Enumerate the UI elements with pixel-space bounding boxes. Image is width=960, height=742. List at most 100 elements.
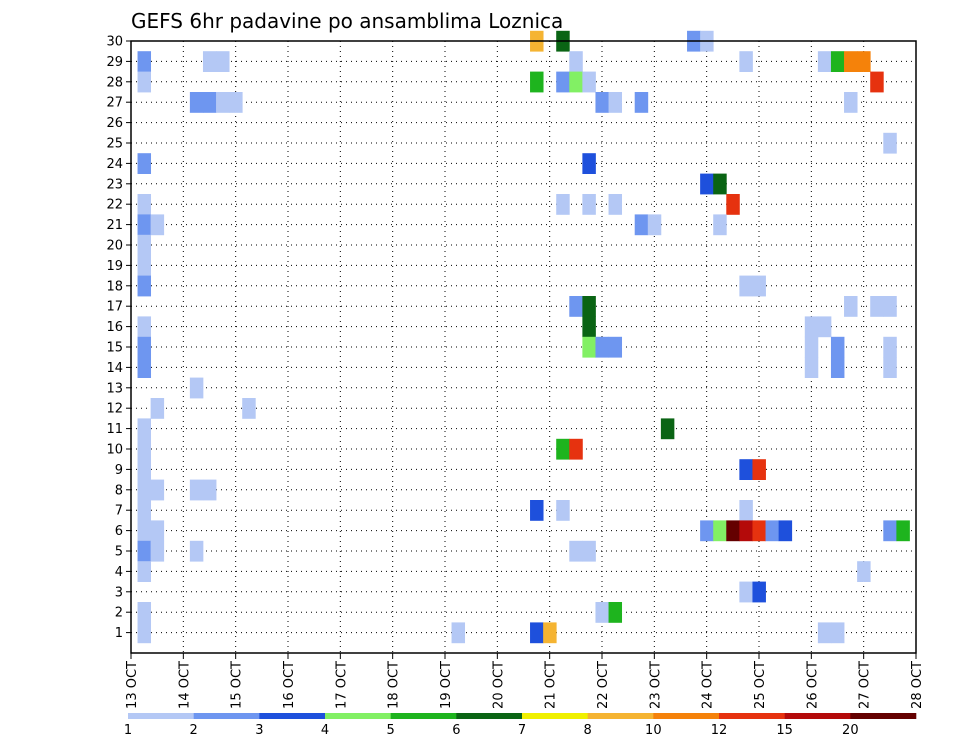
legend-swatch — [456, 713, 523, 719]
precip-cell — [660, 418, 675, 440]
precip-cell — [830, 336, 845, 358]
precip-cell — [700, 520, 714, 542]
precip-cell — [451, 622, 466, 644]
y-tick-label: 9 — [115, 463, 123, 478]
precip-cell — [137, 622, 152, 644]
precip-cell — [752, 275, 766, 297]
precip-cell — [150, 540, 165, 562]
x-tick-label: 23 OCT — [648, 661, 663, 709]
y-tick-label: 15 — [106, 341, 123, 356]
legend-swatch — [390, 713, 457, 719]
legend-swatch — [193, 713, 260, 719]
precip-cell — [150, 520, 165, 542]
y-tick-label: 19 — [106, 259, 123, 274]
legend-label: 4 — [321, 723, 329, 738]
precip-cell — [189, 540, 204, 562]
precip-cell — [137, 602, 152, 623]
precip-cell — [739, 520, 753, 542]
precip-cell — [595, 336, 609, 358]
legend-swatch — [784, 713, 851, 719]
precip-cell — [556, 438, 570, 460]
precip-cell — [608, 602, 623, 623]
precip-cell — [150, 214, 165, 236]
x-tick-label: 19 OCT — [439, 661, 454, 709]
precip-cell — [556, 194, 570, 215]
precip-cell — [739, 581, 753, 603]
precip-cell — [216, 92, 230, 113]
y-tick-label: 12 — [106, 402, 123, 417]
cell-layer — [137, 30, 910, 644]
precip-cell — [202, 51, 217, 72]
precip-cell — [137, 234, 152, 256]
x-tick-label: 21 OCT — [544, 661, 559, 709]
precip-cell — [883, 520, 897, 542]
precip-cell — [137, 540, 152, 562]
precip-cell — [530, 71, 544, 93]
y-tick-label: 23 — [106, 177, 123, 192]
x-tick-label: 25 OCT — [753, 661, 768, 709]
legend-label: 8 — [584, 723, 592, 738]
precip-cell — [817, 622, 832, 644]
precip-cell — [137, 275, 152, 297]
precip-cell — [137, 418, 152, 440]
precip-cell — [634, 92, 649, 113]
y-tick-label: 20 — [106, 239, 123, 254]
precip-cell — [830, 357, 845, 378]
y-tick-label: 8 — [115, 483, 123, 498]
x-tick-label: 22 OCT — [596, 661, 611, 709]
precip-cell — [844, 296, 858, 317]
precip-cell — [883, 296, 897, 317]
precip-cell — [137, 520, 152, 542]
legend-swatch — [653, 713, 720, 719]
precip-cell — [647, 214, 662, 236]
precip-cell — [150, 479, 165, 501]
y-tick-label: 24 — [106, 157, 123, 172]
precip-cell — [229, 92, 243, 113]
precip-cell — [137, 479, 152, 501]
legend-label: 7 — [518, 723, 526, 738]
precip-cell — [582, 194, 596, 215]
precip-cell — [202, 479, 217, 501]
precip-cell — [726, 194, 740, 215]
legend-label: 15 — [776, 723, 793, 738]
y-tick-label: 26 — [106, 116, 123, 131]
precip-cell — [137, 438, 152, 460]
y-tick-label: 17 — [106, 300, 123, 315]
precip-cell — [556, 500, 570, 521]
x-axis: 13 OCT 14 OCT 15 OCT 16 OCT 17 OCT 18 OCT 19 O… — [125, 653, 925, 709]
precip-cell — [778, 520, 793, 542]
y-tick-label: 29 — [106, 55, 123, 70]
precip-cell — [700, 173, 714, 195]
precip-cell — [137, 459, 152, 480]
precip-cell — [137, 194, 152, 215]
legend-label: 3 — [255, 723, 263, 738]
x-tick-label: 14 OCT — [177, 661, 192, 709]
precip-cell — [804, 357, 819, 378]
precip-cell — [569, 540, 583, 562]
precip-cell — [739, 275, 753, 297]
precip-cell — [569, 71, 583, 93]
precip-cell — [582, 540, 596, 562]
precip-cell — [726, 520, 740, 542]
y-tick-label: 1 — [115, 626, 123, 641]
precip-cell — [582, 296, 596, 317]
legend-label: 5 — [387, 723, 395, 738]
legend-label: 2 — [190, 723, 198, 738]
precip-cell — [569, 51, 583, 72]
precip-cell — [883, 357, 897, 378]
y-tick-label: 4 — [115, 565, 123, 580]
x-tick-label: 15 OCT — [230, 661, 245, 709]
precip-cell — [830, 622, 845, 644]
legend-swatch — [325, 713, 391, 719]
precip-cell — [857, 561, 871, 582]
precip-cell — [739, 459, 753, 480]
precip-cell — [569, 438, 583, 460]
legend-swatch — [850, 713, 917, 719]
legend-label: 10 — [645, 723, 662, 738]
precip-cell — [608, 194, 623, 215]
precip-cell — [804, 316, 819, 338]
precip-cell — [752, 581, 766, 603]
precip-cell — [883, 336, 897, 358]
precip-cell — [844, 51, 858, 72]
precip-cell — [804, 336, 819, 358]
